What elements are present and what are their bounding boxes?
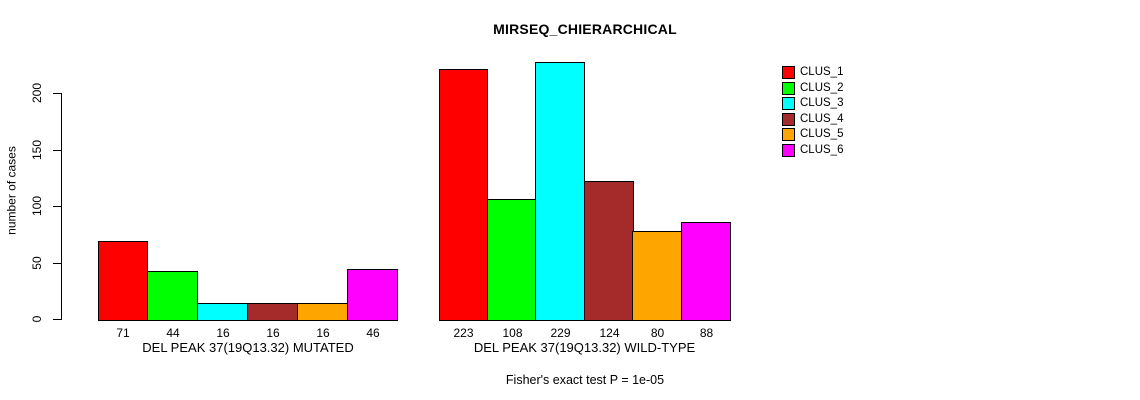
legend-swatch-clus_2 (782, 82, 795, 95)
y-axis-line (61, 93, 62, 320)
legend-swatch-clus_1 (782, 66, 795, 79)
bar-clus_1-group0 (98, 241, 148, 321)
bar-value-label-clus_4-group1: 124 (599, 326, 620, 340)
y-tick-200 (53, 93, 61, 94)
y-tick-label-200: 200 (30, 82, 44, 104)
legend-swatch-clus_3 (782, 97, 795, 110)
bar-clus_1-group1 (439, 69, 488, 321)
fisher-test-annotation: Fisher's exact test P = 1e-05 (505, 373, 665, 387)
bar-clus_4-group0 (247, 303, 298, 321)
bar-clus_3-group0 (197, 303, 248, 321)
y-tick-100 (53, 206, 61, 207)
bar-clus_3-group1 (535, 62, 585, 321)
y-tick-150 (53, 150, 61, 151)
legend-swatch-clus_6 (782, 144, 795, 157)
legend-label-clus_6: CLUS_6 (800, 144, 844, 156)
bar-clus_6-group1 (681, 222, 731, 321)
y-tick-label-100: 100 (30, 195, 44, 217)
legend-label-clus_4: CLUS_4 (800, 113, 844, 125)
legend-swatch-clus_4 (782, 113, 795, 126)
y-tick-50 (53, 263, 61, 264)
y-tick-label-0: 0 (30, 315, 44, 323)
bar-value-label-clus_1-group0: 71 (116, 326, 130, 340)
bar-clus_5-group0 (297, 303, 348, 321)
bar-clus_5-group1 (632, 231, 682, 321)
bar-clus_6-group0 (347, 269, 398, 321)
legend-label-clus_3: CLUS_3 (800, 97, 844, 109)
bar-clus_2-group1 (487, 199, 537, 321)
legend-label-clus_1: CLUS_1 (800, 66, 844, 78)
x-axis-label-wildtype: DEL PEAK 37(19Q13.32) WILD-TYPE (473, 340, 696, 355)
bar-clus_4-group1 (584, 181, 634, 321)
legend-swatch-clus_5 (782, 128, 795, 141)
bar-value-label-clus_4-group0: 16 (266, 326, 280, 340)
y-tick-label-50: 50 (30, 256, 44, 270)
bar-value-label-clus_6-group0: 46 (366, 326, 380, 340)
chart-title: MIRSEQ_CHIERARCHICAL (493, 21, 677, 37)
bar-value-label-clus_5-group0: 16 (316, 326, 330, 340)
legend-label-clus_2: CLUS_2 (800, 82, 844, 94)
bar-value-label-clus_5-group1: 80 (650, 326, 665, 340)
y-axis-title: number of cases (4, 146, 19, 235)
legend-label-clus_5: CLUS_5 (800, 128, 844, 140)
y-tick-0 (53, 319, 61, 320)
bar-value-label-clus_1-group1: 223 (453, 326, 474, 340)
bar-value-label-clus_2-group1: 108 (502, 326, 523, 340)
bar-value-label-clus_3-group1: 229 (550, 326, 571, 340)
bar-clus_2-group0 (147, 271, 198, 321)
bar-value-label-clus_2-group0: 44 (166, 326, 180, 340)
bar-value-label-clus_3-group0: 16 (216, 326, 230, 340)
x-axis-label-mutated: DEL PEAK 37(19Q13.32) MUTATED (142, 340, 354, 355)
y-tick-label-150: 150 (30, 139, 44, 161)
bar-value-label-clus_6-group1: 88 (699, 326, 714, 340)
